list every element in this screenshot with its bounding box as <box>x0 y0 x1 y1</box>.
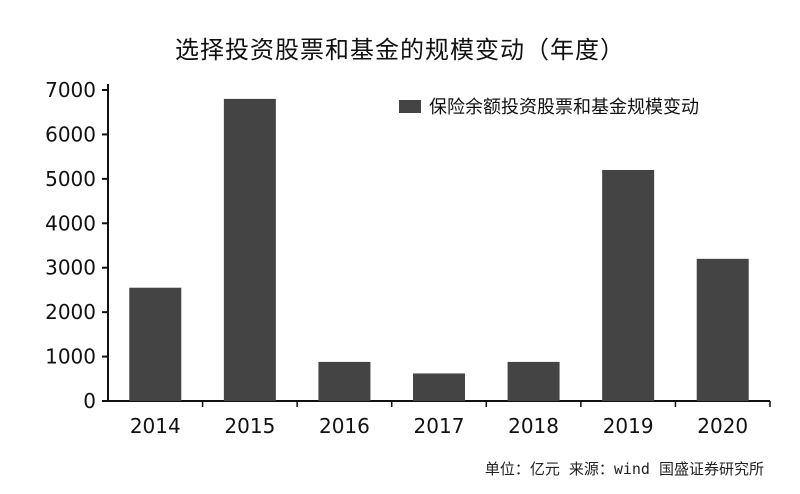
y-tick-label: 1000 <box>45 345 96 369</box>
bar-2014 <box>129 287 182 401</box>
x-tick-label: 2020 <box>697 414 748 438</box>
legend-label: 保险余额投资股票和基金规模变动 <box>429 97 699 118</box>
chart-source-note: 单位：亿元 来源：wind 国盛证券研究所 <box>484 460 764 478</box>
bars-group <box>129 98 749 401</box>
y-tick-label: 6000 <box>45 122 96 146</box>
x-tick-label: 2017 <box>414 414 465 438</box>
y-tick-label: 3000 <box>45 256 96 280</box>
bar-2019 <box>602 169 655 401</box>
y-tick-label: 2000 <box>45 300 96 324</box>
y-tick-label: 4000 <box>45 211 96 235</box>
bar-2018 <box>507 361 560 401</box>
x-tick-label: 2016 <box>319 414 370 438</box>
x-tick-label: 2015 <box>224 414 275 438</box>
bar-2016 <box>318 361 371 401</box>
y-tick-label: 0 <box>83 389 96 413</box>
x-axis: 2014 2015 2016 2017 2018 2019 2020 <box>108 400 771 438</box>
y-axis: 0 1000 2000 3000 4000 5000 6000 7000 <box>45 78 109 413</box>
legend-swatch <box>399 100 421 113</box>
bar-2020 <box>696 258 749 401</box>
x-tick-label: 2019 <box>603 414 654 438</box>
legend: 保险余额投资股票和基金规模变动 <box>399 97 699 118</box>
x-tick-label: 2018 <box>508 414 559 438</box>
chart-title: 选择投资股票和基金的规模变动（年度） <box>175 36 625 64</box>
bar-2015 <box>223 98 276 401</box>
bar-2017 <box>413 373 465 401</box>
y-tick-label: 7000 <box>45 78 96 102</box>
x-tick-label: 2014 <box>130 414 181 438</box>
y-tick-label: 5000 <box>45 167 96 191</box>
